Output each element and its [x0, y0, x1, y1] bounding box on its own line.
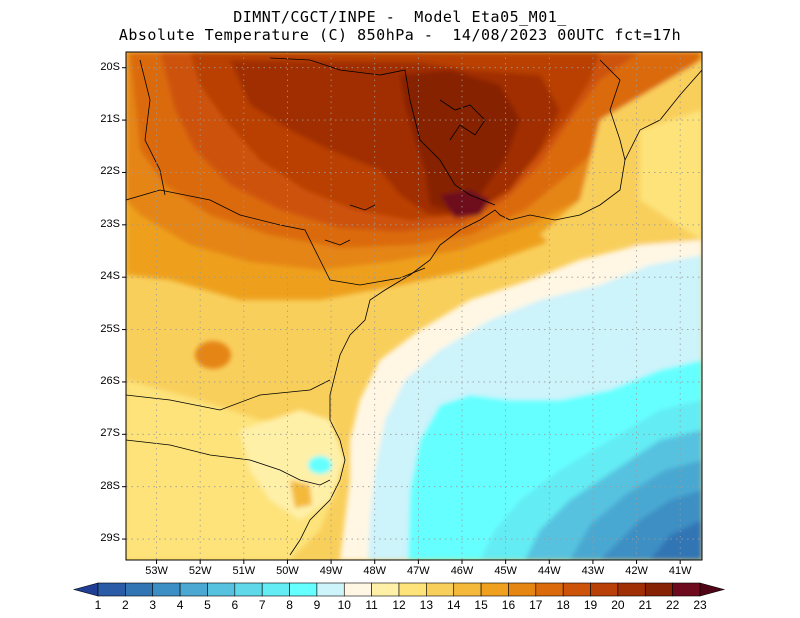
lon-label: 44W: [537, 565, 561, 577]
colorbar-segment: [179, 582, 208, 597]
state-border-rs-sc: [126, 439, 331, 486]
colorbar-label: 4: [176, 598, 184, 612]
state-border-ms: [139, 59, 166, 196]
state-border-sp-mg: [269, 57, 496, 206]
colorbar-label: 8: [286, 598, 293, 612]
colorbar-segment: [480, 582, 509, 597]
colorbar-label: 23: [693, 598, 707, 612]
reservoir-2: [349, 204, 376, 211]
lat-label: 25S: [100, 322, 120, 335]
colorbar-segment: [562, 582, 591, 597]
colorbar-label: 1: [94, 598, 102, 612]
colorbar-label: 10: [337, 598, 351, 612]
colorbar-segment: [672, 582, 701, 597]
lon-label: 47W: [407, 565, 430, 577]
colorbar-label: 22: [665, 598, 680, 612]
colorbar-label: 15: [474, 598, 488, 612]
title-line-1: DIMNT/CGCT/INPE - Model Eta05_M01_: [233, 8, 567, 26]
state-border-pr-sp: [126, 189, 426, 286]
colorbar-label: 11: [365, 598, 378, 612]
colorbar-label: 17: [529, 598, 543, 612]
colorbar-label: 19: [583, 598, 598, 612]
lat-label: 27S: [100, 427, 120, 440]
lat-label: 26S: [100, 374, 120, 387]
colorbar-label: 9: [313, 598, 321, 612]
colorbar-segment: [316, 582, 345, 597]
colorbar-label: 20: [611, 598, 625, 612]
lon-label: 51W: [232, 565, 256, 577]
coastline: [289, 69, 702, 556]
colorbar-label: 7: [258, 598, 266, 612]
lat-label: 29S: [100, 532, 120, 545]
colorbar-label: 14: [447, 598, 461, 612]
colorbar-label: 3: [149, 598, 157, 612]
lon-label: 46W: [450, 565, 474, 577]
state-border-mg-rj: [599, 59, 626, 161]
lat-label: 21S: [100, 113, 120, 126]
coastline-and-borders: [126, 57, 702, 556]
colorbar-segment: [617, 582, 646, 597]
colorbar-segment: [535, 582, 564, 597]
colorbar-label: 13: [419, 598, 434, 612]
lon-label: 45W: [494, 565, 517, 577]
lon-label: 52W: [188, 565, 212, 577]
temperature-field: [126, 52, 702, 560]
colorbar-segment: [590, 582, 619, 597]
colorbar-segment: [644, 582, 673, 597]
lat-label: 22S: [100, 165, 120, 178]
reservoir-3: [324, 239, 351, 246]
lat-label: 23S: [100, 217, 120, 230]
lon-label: 43W: [581, 565, 605, 577]
lon-label: 48W: [363, 565, 387, 577]
map-frame: [125, 51, 703, 561]
colorbar-segment: [343, 582, 372, 597]
colorbar-segment: [371, 582, 400, 597]
colorbar-label: 16: [501, 598, 516, 612]
colorbar-label: 5: [204, 598, 211, 612]
lon-label: 50W: [276, 565, 299, 577]
colorbar-arrow-low: [72, 582, 99, 597]
colorbar-label: 2: [122, 598, 129, 612]
colorbar-segment: [398, 582, 427, 597]
colorbar-segment: [125, 582, 154, 597]
colorbar-segment: [261, 582, 290, 597]
colorbar-label: 21: [638, 598, 652, 612]
lat-label: 20S: [100, 60, 120, 73]
colorbar-segment: [508, 582, 537, 597]
colorbar-segment: [207, 582, 236, 597]
colorbar-segment: [289, 582, 318, 597]
colorbar-label: 6: [231, 598, 239, 612]
colorbar-arrow-high: [699, 582, 726, 597]
lon-label: 41W: [668, 565, 692, 577]
colorbar: [72, 582, 726, 597]
lon-label: 42W: [625, 565, 648, 577]
colorbar-segment: [152, 582, 181, 597]
graticule: [126, 52, 702, 560]
colorbar-segment: [453, 582, 482, 597]
colorbar-label: 18: [556, 598, 570, 612]
axis-ticks: [122, 67, 681, 564]
lon-label: 53W: [145, 565, 168, 577]
colorbar-segment: [426, 582, 455, 597]
colorbar-segment: [97, 582, 126, 597]
state-border-sc-pr: [126, 379, 331, 411]
title-line-2: Absolute Temperature (C) 850hPa - 14/08/…: [118, 26, 682, 44]
lat-label: 24S: [100, 270, 120, 283]
colorbar-label: 12: [392, 598, 406, 612]
colorbar-segment: [234, 582, 263, 597]
lat-label: 28S: [100, 479, 120, 492]
lon-label: 49W: [319, 565, 343, 577]
